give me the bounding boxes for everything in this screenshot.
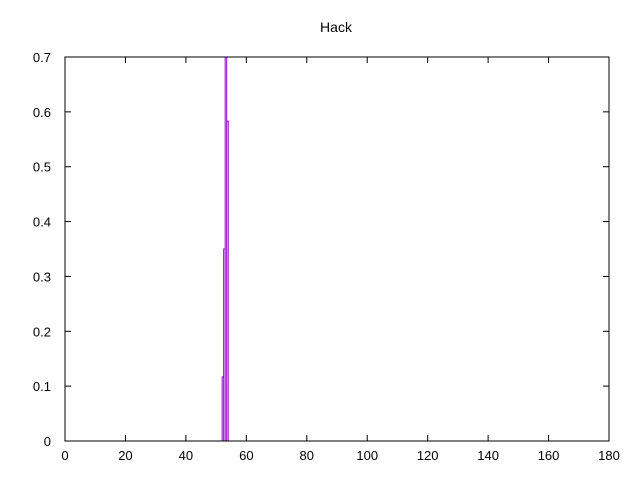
x-tick-label-3: 60 bbox=[239, 448, 253, 463]
y-tick-label-7: 0.7 bbox=[33, 50, 51, 65]
series-line-0 bbox=[219, 56, 229, 442]
x-tick-label-2: 40 bbox=[179, 448, 193, 463]
y-tick-label-6: 0.6 bbox=[33, 105, 51, 120]
y-axis: 0 0.1 0.2 0.3 0.4 0.5 0.6 0.7 bbox=[33, 50, 609, 449]
x-tick-label-9: 180 bbox=[598, 448, 620, 463]
y-tick-label-0: 0 bbox=[44, 434, 51, 449]
x-tick-label-8: 160 bbox=[538, 448, 560, 463]
y-tick-label-3: 0.3 bbox=[33, 269, 51, 284]
x-tick-label-0: 0 bbox=[61, 448, 68, 463]
plot-frame bbox=[64, 56, 610, 442]
plot-area bbox=[219, 56, 229, 442]
x-tick-label-7: 140 bbox=[477, 448, 499, 463]
y-tick-label-5: 0.5 bbox=[33, 160, 51, 175]
x-tick-label-5: 100 bbox=[356, 448, 378, 463]
x-tick-label-6: 120 bbox=[417, 448, 439, 463]
y-tick-label-2: 0.2 bbox=[33, 324, 51, 339]
chart-title: Hack bbox=[320, 19, 353, 35]
x-axis: 0 20 40 60 80 100 120 140 160 180 bbox=[61, 57, 620, 463]
x-tick-label-1: 20 bbox=[118, 448, 132, 463]
y-tick-label-1: 0.1 bbox=[33, 379, 51, 394]
y-tick-label-4: 0.4 bbox=[33, 215, 51, 230]
x-tick-label-4: 80 bbox=[300, 448, 314, 463]
